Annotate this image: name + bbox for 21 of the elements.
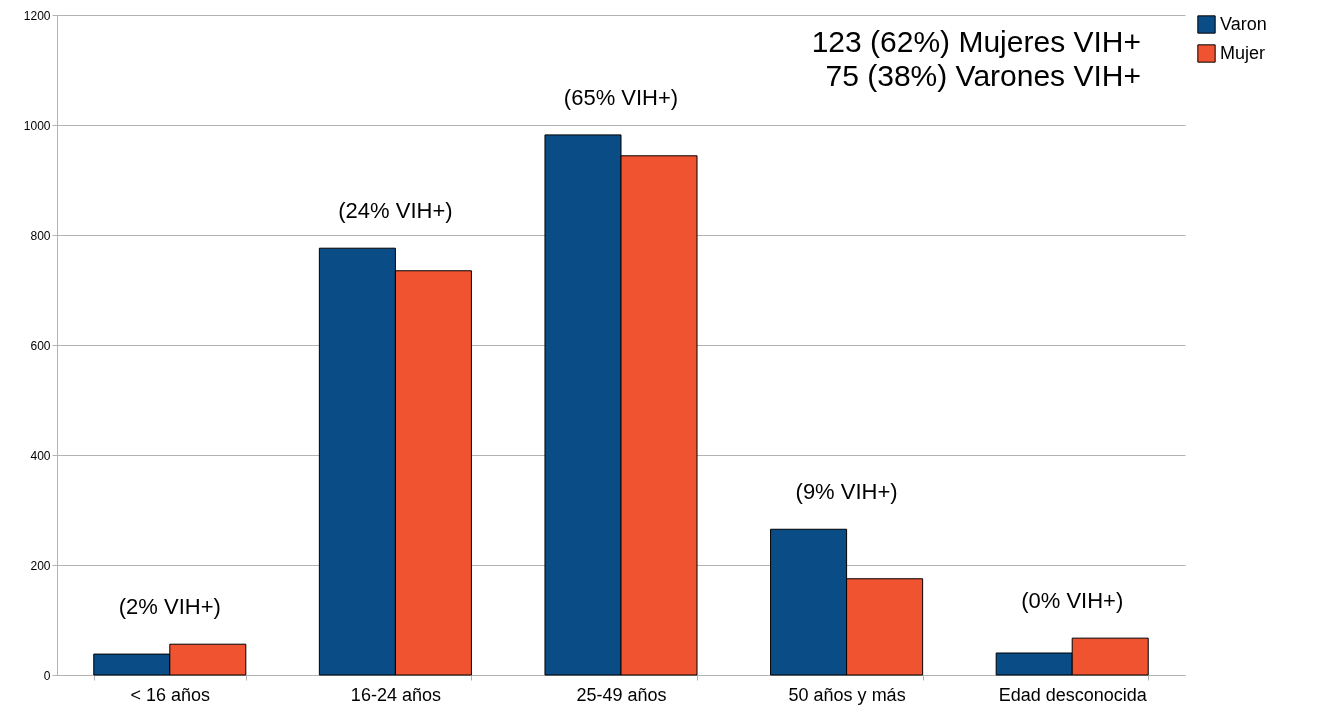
y-tick-label: 200 bbox=[30, 558, 51, 573]
x-tick-label: 50 años y más bbox=[788, 684, 906, 705]
annotation: (9% VIH+) bbox=[795, 479, 898, 505]
x-tick-label: Edad desconocida bbox=[998, 684, 1148, 705]
legend-label: Mujer bbox=[1220, 42, 1266, 63]
y-tick-label: 1200 bbox=[23, 8, 51, 23]
annotation: (24% VIH+) bbox=[338, 198, 453, 224]
y-tick-label: 800 bbox=[30, 228, 51, 243]
y-tick-label: 600 bbox=[30, 338, 51, 353]
y-tick-label: 400 bbox=[30, 448, 51, 463]
x-tick-label: < 16 años bbox=[130, 684, 211, 705]
annotation: (0% VIH+) bbox=[1021, 588, 1124, 614]
y-tick-label: 0 bbox=[43, 668, 51, 683]
y-tick-label: 1000 bbox=[23, 118, 51, 133]
legend-label: Varon bbox=[1220, 13, 1267, 34]
annotation: 123 (62%) Mujeres VIH+ bbox=[811, 25, 1141, 58]
x-tick-label: 16-24 años bbox=[350, 684, 441, 705]
annotation: (65% VIH+) bbox=[563, 84, 679, 110]
x-tick-label: 25-49 años bbox=[576, 684, 667, 705]
annotation: (2% VIH+) bbox=[118, 594, 221, 620]
annotation: 75 (38%) Varones VIH+ bbox=[825, 59, 1141, 92]
